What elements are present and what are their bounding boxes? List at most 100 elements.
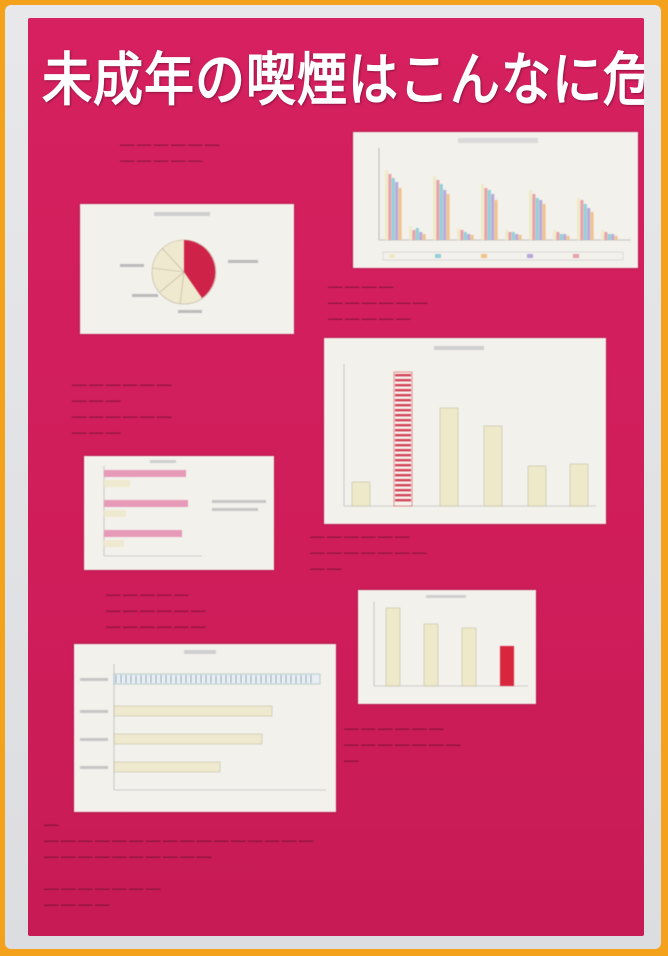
grouped-bar [470, 235, 474, 240]
grouped-bar [611, 234, 615, 240]
hatch-mark [395, 469, 411, 472]
hatch-mark [395, 394, 411, 397]
hatch-mark [395, 474, 411, 477]
grouped-bar [601, 230, 604, 240]
grouped-bar [529, 190, 532, 240]
hatch-mark [395, 444, 411, 447]
grouped-bar [409, 226, 412, 240]
grouped-bar [398, 188, 402, 240]
column-bar [351, 481, 371, 507]
column-chart [343, 346, 596, 507]
grouped-bar [566, 236, 570, 240]
note-middle-left: ─── ─── ─── ─── ─── ─── ─── ─── ─── ─── ─… [106, 591, 206, 632]
grouped-bar [412, 230, 416, 240]
grouped-bar [553, 230, 556, 240]
chart-heading-bar [434, 346, 484, 350]
grouped-bar [439, 184, 443, 240]
horizontal-bar-chart-pink [103, 460, 266, 557]
grouped-bar [580, 200, 584, 240]
columns [351, 407, 589, 507]
hatch-mark [395, 484, 411, 487]
chart-heading-bar [184, 650, 216, 654]
grouped-bar [577, 198, 580, 240]
note-left-middle: ─── ─── ─── ─── ─── ─── ─── ─── ─── ─── ──… [72, 381, 172, 438]
grouped-bar [583, 204, 587, 240]
hatch-mark [395, 454, 411, 457]
pie-slice-red [184, 240, 216, 298]
hatch-mark [395, 374, 411, 377]
grouped-bar [539, 200, 543, 240]
poster-title: 未成年の喫煙はこんなに危険！ [42, 46, 644, 114]
grouped-bar [535, 198, 539, 240]
horizontal-bar-chart-large [80, 650, 326, 791]
grouped-bar [559, 234, 563, 240]
chart-panel-pie [80, 204, 294, 334]
grouped-bar-chart [378, 138, 631, 261]
hatched-column [393, 371, 413, 507]
grouped-bar [604, 232, 608, 240]
grouped-bar [614, 236, 618, 240]
grouped-bar [532, 194, 536, 240]
grouped-bar [487, 190, 491, 240]
hatch-mark [395, 419, 411, 422]
grouped-bar [395, 182, 399, 240]
chart-heading-bar [150, 460, 176, 463]
hatch-mark [395, 429, 411, 432]
hatch-mark [395, 479, 411, 482]
grouped-bar [467, 234, 471, 240]
hatch-mark [395, 424, 411, 427]
hatch-mark [395, 459, 411, 462]
grouped-bar [556, 232, 560, 240]
grouped-bar [563, 234, 567, 240]
pie-chart [120, 212, 258, 313]
column-bar [483, 425, 503, 507]
small-column-chart [373, 595, 528, 687]
grouped-bar [484, 188, 488, 240]
grouped-bar [460, 230, 464, 240]
hatch-mark [395, 404, 411, 407]
grouped-bars [385, 170, 618, 240]
chart-heading-bar [154, 212, 210, 216]
hatch-mark [395, 489, 411, 492]
chart-panel-small-columns [358, 590, 536, 704]
grouped-bar [385, 170, 388, 240]
note-right-of-pie: ─── ─── ─── ─── ─── ─── ─── ─── ─── ─── ──… [328, 283, 428, 324]
column-bar [527, 465, 547, 507]
chart-panel-columns [324, 338, 606, 524]
note-summary: ─── ─── ─── ─── ─── ─── ─── ─── ─── ─── ─… [44, 821, 314, 910]
hatch-mark [395, 434, 411, 437]
grouped-bar [607, 234, 611, 240]
hatch-mark [395, 464, 411, 467]
grouped-bar [518, 235, 522, 240]
grouped-bar [433, 176, 436, 240]
grouped-bar [443, 190, 447, 240]
grouped-bar [388, 174, 392, 240]
note-below-columns: ─── ─── ─── ─── ─── ─── ─── ─── ─── ─── ─… [310, 533, 427, 574]
chart-panel-grouped-bars [353, 132, 638, 268]
hatch-mark [395, 414, 411, 417]
hatch-mark [395, 389, 411, 392]
chart-heading-bar [426, 595, 466, 598]
grouped-bar [457, 228, 460, 240]
grouped-bar [463, 232, 467, 240]
grouped-bar [542, 204, 546, 240]
grouped-bar [436, 180, 440, 240]
grouped-bar [419, 232, 423, 240]
column-bar [569, 463, 589, 507]
grouped-bar [587, 208, 591, 240]
hatch-mark [395, 499, 411, 502]
hatch-mark [395, 494, 411, 497]
grouped-bar [422, 234, 426, 240]
chart-heading-bar [458, 138, 538, 143]
chart-panel-horizontal-large [74, 644, 336, 812]
note-bottom-right: ─── ─── ─── ─── ─── ─── ─── ─── ─── ─── ─… [344, 725, 461, 766]
grouped-bar [590, 212, 594, 240]
chart-legend [382, 251, 624, 261]
grouped-bar [511, 232, 515, 240]
poster-board: 未成年の喫煙はこんなに危険！ ─── ─── ─── ─── ─── ─────… [28, 18, 644, 936]
hatch-mark [395, 409, 411, 412]
grouped-bar [446, 194, 450, 240]
column-bar [439, 407, 459, 507]
hatch-mark [395, 384, 411, 387]
grouped-bar [391, 178, 395, 240]
